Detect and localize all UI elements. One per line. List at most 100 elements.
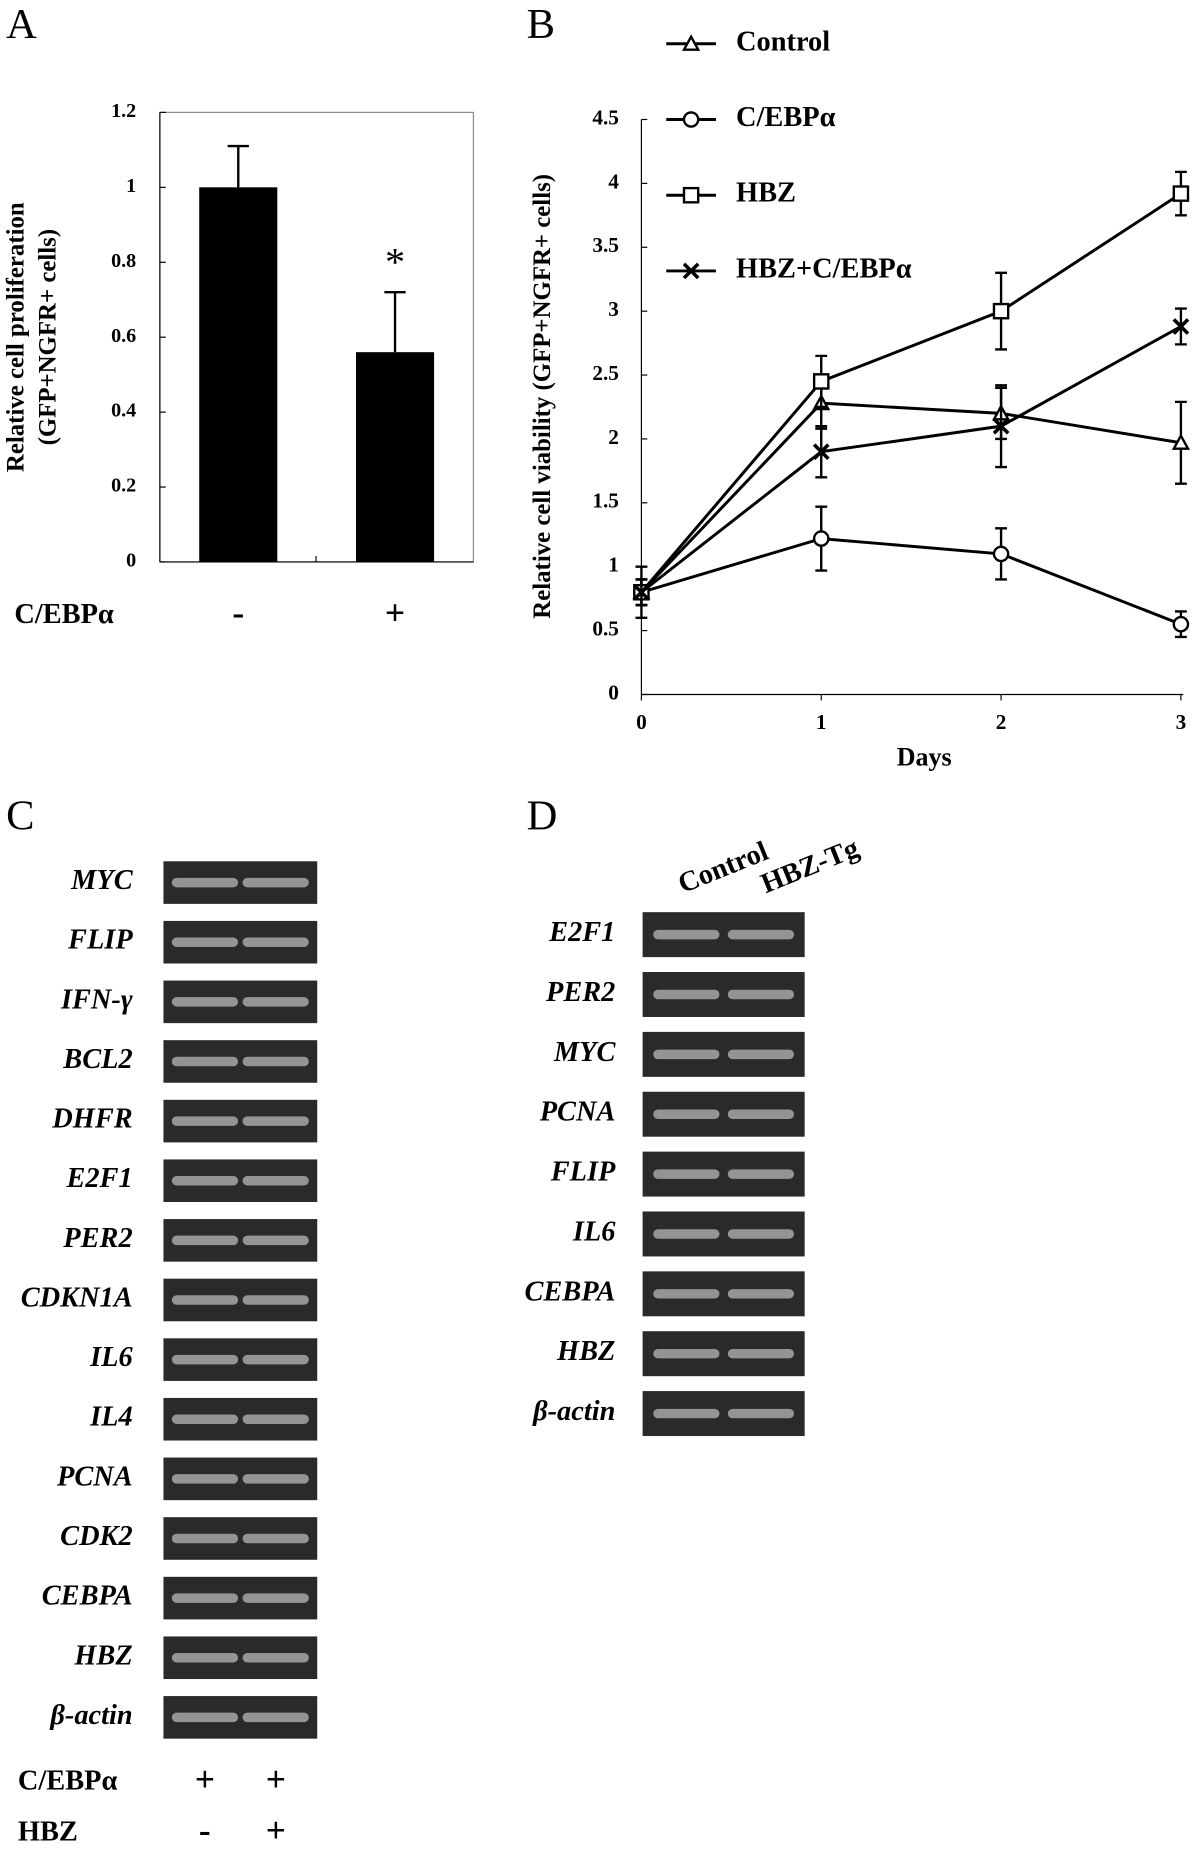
gene-label: MYC bbox=[553, 1037, 617, 1068]
y-tick-label: 1.5 bbox=[592, 489, 619, 513]
band bbox=[727, 1169, 795, 1179]
gene-label: β-actin bbox=[532, 1396, 615, 1427]
band bbox=[171, 1354, 239, 1365]
band bbox=[242, 1653, 309, 1663]
gene-label: β-actin bbox=[49, 1700, 132, 1731]
band bbox=[727, 1289, 795, 1299]
y-tick-label: 4 bbox=[608, 169, 619, 193]
condition-value: + bbox=[266, 1810, 286, 1850]
gene-label: IL6 bbox=[89, 1342, 133, 1373]
band bbox=[653, 1289, 720, 1299]
band bbox=[653, 1169, 720, 1179]
band bbox=[653, 989, 720, 1000]
band bbox=[171, 1712, 239, 1723]
x-tick-label: 3 bbox=[1176, 710, 1187, 734]
y-tick-label: 1.2 bbox=[111, 100, 136, 122]
gene-label: CEBPA bbox=[42, 1581, 133, 1612]
y-axis-label: Relative cell viability (GFP+NGFR+ cells… bbox=[529, 174, 556, 619]
series-line bbox=[640, 537, 1182, 626]
band bbox=[242, 1414, 309, 1424]
band bbox=[242, 1474, 309, 1484]
x-tick-label: 0 bbox=[636, 710, 647, 734]
panel-label: B bbox=[527, 1, 555, 48]
band bbox=[727, 1348, 795, 1359]
marker bbox=[812, 443, 830, 461]
band bbox=[171, 1533, 239, 1544]
gene-label: PER2 bbox=[545, 977, 615, 1008]
gene-label: PER2 bbox=[62, 1223, 132, 1254]
marker bbox=[992, 545, 1010, 563]
band bbox=[727, 989, 795, 1000]
band bbox=[242, 997, 309, 1007]
panel-label: D bbox=[527, 793, 558, 840]
band bbox=[171, 997, 239, 1007]
x-tick-label: 1 bbox=[816, 710, 827, 734]
band bbox=[171, 937, 239, 947]
gene-label: E2F1 bbox=[65, 1163, 132, 1194]
band bbox=[727, 1049, 795, 1060]
band bbox=[242, 1056, 309, 1067]
gene-label: FLIP bbox=[67, 925, 133, 956]
y-tick-label: 2 bbox=[608, 425, 619, 449]
legend-label: HBZ bbox=[736, 178, 796, 209]
band bbox=[242, 1354, 309, 1365]
band bbox=[171, 1474, 239, 1484]
y-tick-label: 0.4 bbox=[111, 400, 136, 422]
y-tick-label: 0.6 bbox=[111, 325, 136, 347]
band bbox=[727, 929, 795, 940]
gene-label: IL6 bbox=[572, 1216, 616, 1247]
gene-label: DHFR bbox=[51, 1104, 132, 1135]
legend-label: Control bbox=[736, 26, 830, 57]
marker bbox=[1171, 433, 1190, 450]
band bbox=[242, 1712, 309, 1723]
band bbox=[653, 1229, 720, 1239]
condition-label: C/EBPα bbox=[18, 1765, 118, 1796]
legend-marker bbox=[682, 111, 700, 128]
band bbox=[171, 1056, 239, 1067]
band bbox=[242, 1593, 309, 1603]
panel-label: C bbox=[6, 793, 34, 840]
gene-label: IL4 bbox=[89, 1402, 133, 1433]
band bbox=[727, 1408, 795, 1419]
x-tick-label: + bbox=[385, 593, 405, 633]
lane-label: HBZ-Tg bbox=[757, 833, 864, 900]
gene-label: CDK2 bbox=[60, 1521, 133, 1552]
band bbox=[727, 1109, 795, 1119]
gene-label: BCL2 bbox=[62, 1044, 132, 1075]
legend-label: C/EBPα bbox=[736, 102, 836, 133]
legend-marker bbox=[682, 34, 701, 51]
marker bbox=[812, 530, 830, 547]
band bbox=[653, 1408, 720, 1419]
y-tick-label: 4.5 bbox=[592, 105, 619, 129]
y-axis-label: Relative cell proliferation bbox=[3, 202, 30, 472]
marker bbox=[1172, 185, 1190, 202]
gene-label: MYC bbox=[70, 865, 134, 896]
band bbox=[653, 1348, 720, 1359]
series-line bbox=[640, 192, 1182, 594]
y-tick-label: 3 bbox=[608, 297, 619, 321]
band bbox=[171, 877, 239, 888]
marker bbox=[633, 583, 650, 601]
gene-label: CEBPA bbox=[524, 1276, 615, 1307]
marker bbox=[992, 302, 1010, 320]
bar bbox=[199, 187, 278, 562]
band bbox=[242, 937, 309, 947]
series-line bbox=[640, 401, 1182, 594]
y-tick-label: 0.5 bbox=[592, 616, 619, 640]
x-tick-label: - bbox=[232, 593, 244, 633]
gene-label: E2F1 bbox=[548, 917, 615, 948]
y-tick-label: 1 bbox=[608, 553, 619, 577]
marker bbox=[992, 417, 1010, 435]
x-tick-label: 2 bbox=[996, 710, 1007, 734]
bar bbox=[355, 352, 435, 562]
gene-label: PCNA bbox=[539, 1097, 616, 1128]
condition-value: + bbox=[266, 1759, 286, 1799]
band bbox=[242, 1533, 309, 1544]
y-tick-label: 0.8 bbox=[111, 250, 136, 272]
x-axis-label: C/EBPα bbox=[14, 599, 114, 630]
x-axis-label: Days bbox=[897, 743, 952, 772]
gene-label: IFN-γ bbox=[60, 984, 133, 1015]
lane-label: Control bbox=[674, 836, 773, 900]
band bbox=[242, 1295, 309, 1305]
band bbox=[242, 1235, 309, 1246]
